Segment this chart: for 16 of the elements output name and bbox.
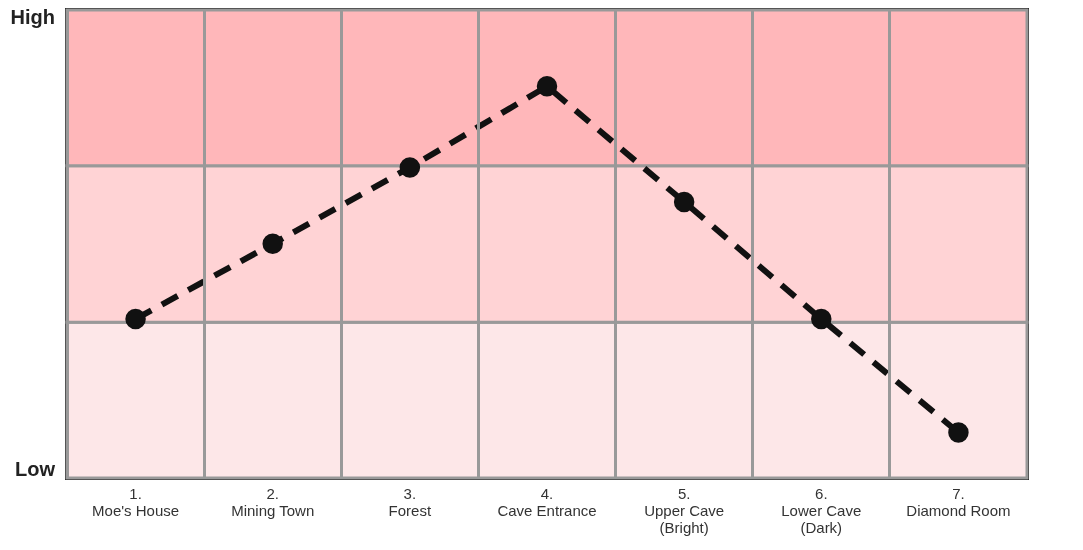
x-tick-label: 3. Forest (388, 484, 432, 519)
point (673, 191, 695, 213)
x-tick-label: 5. Upper Cave (Bright) (644, 484, 725, 536)
point (811, 308, 832, 330)
point (536, 76, 558, 97)
x-tick-label: 2. Mining Town (231, 484, 315, 519)
point (399, 157, 421, 178)
x-tick-label: 4. Cave Entrance (497, 484, 597, 519)
text: High (10, 6, 55, 28)
point (948, 422, 969, 443)
text: Low (15, 458, 56, 480)
x-tick-label: 1. Moe's House (92, 484, 180, 519)
x-tick-label: 7. Diamond Room (906, 484, 1011, 519)
point (125, 308, 146, 330)
x-tick-label: 6. Lower Cave (Dark) (781, 484, 862, 536)
point (262, 233, 283, 255)
